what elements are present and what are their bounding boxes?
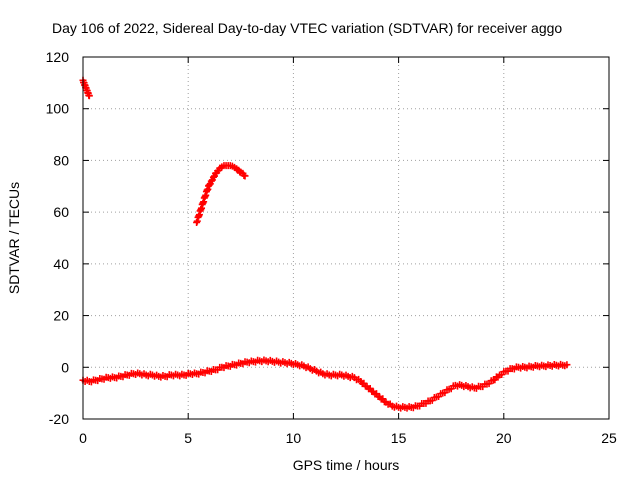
x-tick-label: 10	[286, 430, 302, 446]
data-point	[205, 181, 213, 189]
data-point	[241, 172, 249, 180]
data-point	[209, 173, 217, 181]
x-axis-label: GPS time / hours	[293, 457, 400, 473]
x-tick-label: 5	[184, 430, 192, 446]
chart-title: Day 106 of 2022, Sidereal Day-to-day VTE…	[52, 20, 562, 36]
gridlines	[83, 57, 609, 419]
y-tick-label: 60	[53, 204, 69, 220]
x-tick-label: 0	[79, 430, 87, 446]
x-tick-label: 15	[391, 430, 407, 446]
data-points	[79, 76, 571, 412]
y-tick-label: 40	[53, 256, 69, 272]
x-tick-label: 25	[601, 430, 617, 446]
data-point	[207, 177, 215, 185]
x-tick-label: 20	[496, 430, 512, 446]
y-axis-label: SDTVAR / TECUs	[6, 182, 22, 294]
y-tick-label: -20	[49, 411, 69, 427]
data-point	[85, 92, 93, 100]
y-tick-label: 100	[46, 101, 70, 117]
y-tick-label: 120	[46, 49, 70, 65]
y-tick-label: 80	[53, 152, 69, 168]
y-tick-label: 0	[61, 359, 69, 375]
y-tick-label: 20	[53, 308, 69, 324]
data-point	[563, 361, 571, 369]
plot-frame	[82, 56, 610, 420]
